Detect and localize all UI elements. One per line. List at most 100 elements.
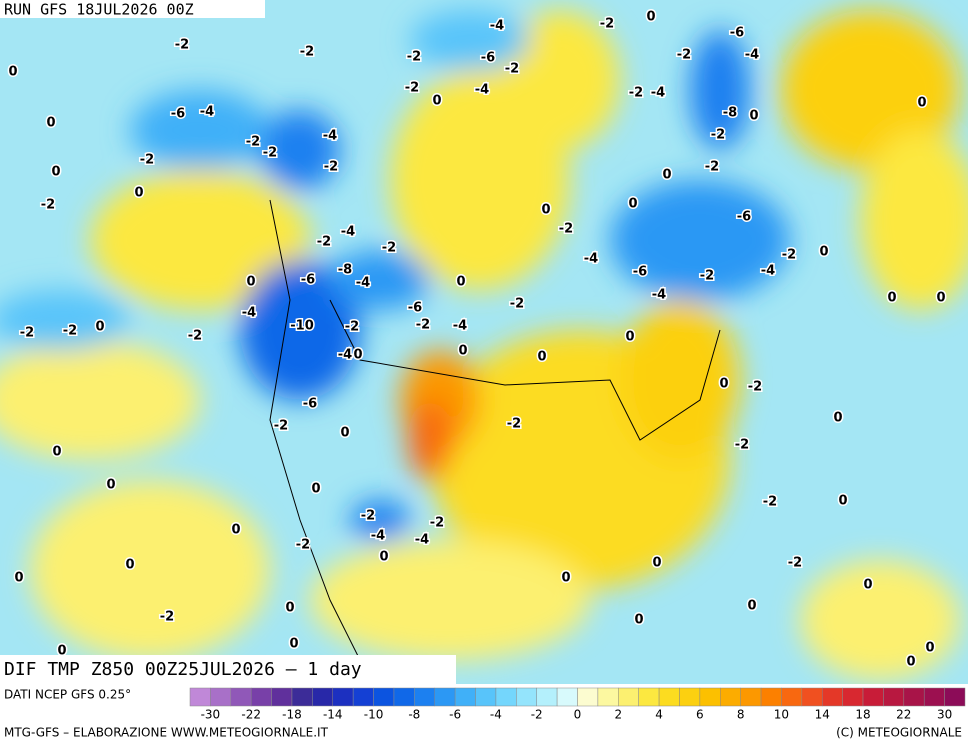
- color-swatch: [250, 687, 272, 707]
- contour-label: -6: [301, 273, 315, 288]
- contour-label: -4: [584, 252, 598, 267]
- contour-label: -4: [371, 529, 385, 544]
- colorbar-label: 4: [655, 708, 663, 722]
- contour-label: 0: [289, 637, 298, 652]
- colorbar-label: 18: [855, 708, 870, 722]
- contour-label: -4: [200, 105, 214, 120]
- contour-label: -4: [415, 533, 429, 548]
- footer-right: (C) METEOGIORNALE: [836, 726, 962, 740]
- contour-label: -2: [629, 86, 643, 101]
- colorbar-label: -4: [490, 708, 502, 722]
- contour-label: -2: [246, 135, 260, 150]
- colorbar-label: -30: [201, 708, 221, 722]
- contour-label: -2: [160, 610, 174, 625]
- contour-label: -4: [341, 225, 355, 240]
- color-swatch: [495, 687, 517, 707]
- contour-label: -4: [490, 19, 504, 34]
- contour-label: -2: [559, 222, 573, 237]
- contour-label: -4: [453, 319, 467, 334]
- color-swatch: [312, 687, 334, 707]
- contour-label: -2: [296, 538, 310, 553]
- color-swatch: [454, 687, 476, 707]
- contour-label: 0: [106, 478, 115, 493]
- contour-label: -2: [407, 50, 421, 65]
- contour-label: 0: [541, 203, 550, 218]
- contour-label: 0: [561, 571, 570, 586]
- color-swatch: [801, 687, 823, 707]
- color-swatch: [577, 687, 599, 707]
- contour-label: -2: [405, 81, 419, 96]
- color-swatch: [434, 687, 456, 707]
- contour-label: -6: [171, 107, 185, 122]
- header-box: [0, 0, 265, 18]
- contour-label: -2: [140, 153, 154, 168]
- contour-label: -4: [761, 264, 775, 279]
- contour-label: 0: [537, 350, 546, 365]
- color-swatch: [658, 687, 680, 707]
- contour-label: 0: [819, 245, 828, 260]
- color-swatch: [556, 687, 578, 707]
- contour-label: -6: [737, 210, 751, 225]
- contour-label: 0: [51, 165, 60, 180]
- contour-label: 0: [52, 445, 61, 460]
- contour-label: -2: [510, 297, 524, 312]
- color-swatch: [638, 687, 660, 707]
- contour-label: 0: [379, 550, 388, 565]
- color-swatch: [944, 687, 966, 707]
- contour-label: -10: [290, 319, 314, 334]
- color-swatch: [618, 687, 639, 707]
- contour-label: 0: [246, 275, 255, 290]
- contour-label: -2: [711, 128, 725, 143]
- contour-label: 0: [353, 348, 362, 363]
- run-label: RUN GFS 18JUL2026 00Z: [4, 1, 194, 19]
- contour-label: 0: [340, 426, 349, 441]
- contour-label: -2: [430, 516, 444, 531]
- contour-label: -2: [382, 241, 396, 256]
- color-swatch: [393, 687, 415, 707]
- contour-label: -6: [408, 301, 422, 316]
- contour-label: -2: [41, 198, 55, 213]
- colorbar-label: -6: [449, 708, 461, 722]
- contour-label: -2: [361, 509, 375, 524]
- color-swatch: [516, 687, 537, 707]
- colorbar-label: 0: [574, 708, 582, 722]
- contour-label: 0: [628, 197, 637, 212]
- colorbar-label: -10: [364, 708, 384, 722]
- contour-label: -2: [175, 38, 189, 53]
- contour-label: -2: [700, 269, 714, 284]
- color-swatch: [352, 687, 374, 707]
- color-swatch: [679, 687, 701, 707]
- footer-left: MTG-GFS – ELABORAZIONE WWW.METEOGIORNALE…: [4, 726, 329, 740]
- contour-label: -2: [763, 495, 777, 510]
- contour-label: 0: [432, 94, 441, 109]
- contour-label: -4: [652, 288, 666, 303]
- color-swatch: [883, 687, 905, 707]
- color-swatch: [760, 687, 782, 707]
- colorbar-label: -22: [241, 708, 261, 722]
- contour-label: -2: [317, 235, 331, 250]
- contour-label: -4: [745, 48, 759, 63]
- color-swatch: [271, 687, 293, 707]
- contour-label: 0: [125, 558, 134, 573]
- contour-label: 0: [285, 601, 294, 616]
- contour-label: 0: [625, 330, 634, 345]
- map-title: DIF TMP Z850 00Z25JUL2026 – 1 day: [4, 659, 362, 680]
- contour-label: -2: [788, 556, 802, 571]
- borders: [329, 299, 721, 441]
- contour-label: -6: [633, 265, 647, 280]
- contour-label: 0: [311, 482, 320, 497]
- colorbar-label: 22: [896, 708, 911, 722]
- contour-labels: -2 -20-6 -40-200-2-2-2-4-2-2-4-6-2-20-4-2 0…: [7, 8, 947, 671]
- color-swatch: [923, 687, 945, 707]
- color-swatch: [414, 687, 435, 707]
- contour-label: -4: [338, 348, 352, 363]
- contour-label: -2: [705, 160, 719, 175]
- contour-label: 0: [57, 644, 66, 659]
- color-swatch: [903, 687, 925, 707]
- contour-label: 0: [646, 10, 655, 25]
- contour-label: 0: [833, 411, 842, 426]
- color-swatch: [210, 687, 232, 707]
- contour-label: -6: [303, 397, 317, 412]
- contour-label: 0: [458, 344, 467, 359]
- source-label: DATI NCEP GFS 0.25°: [4, 688, 131, 702]
